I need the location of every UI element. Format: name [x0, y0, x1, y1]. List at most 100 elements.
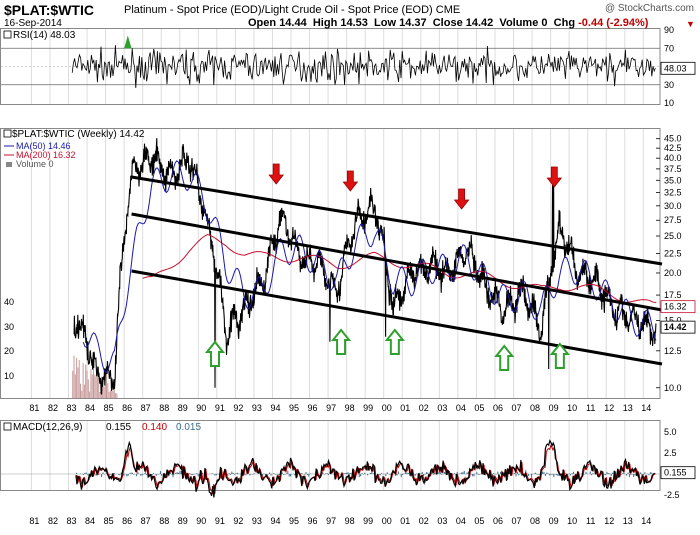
volume-bar — [79, 360, 80, 398]
macd-histogram-bar — [138, 473, 139, 474]
volume-bar — [97, 373, 98, 398]
x-tick-label: 03 — [437, 403, 447, 413]
macd-histogram-bar — [101, 474, 102, 477]
x-tick-label: 03 — [437, 516, 447, 526]
x-tick-label: 02 — [419, 516, 429, 526]
volume-label: Volume — [499, 17, 538, 29]
macd-histogram-bar — [126, 474, 127, 476]
macd-histogram-bar — [142, 474, 143, 475]
macd-histogram-bar — [444, 472, 445, 474]
x-tick-label: 84 — [85, 403, 95, 413]
macd-histogram-bar — [140, 474, 141, 476]
macd-histogram-bar — [86, 473, 87, 474]
volume-tick-label: 30 — [4, 322, 14, 332]
macd-histogram-bar — [534, 473, 535, 474]
macd-histogram-bar — [454, 473, 455, 474]
volume-bar — [116, 394, 117, 398]
x-tick-label: 14 — [641, 403, 651, 413]
price-tick-label: 27.5 — [664, 215, 682, 225]
x-tick-label: 96 — [308, 403, 318, 413]
x-tick-label: 94 — [270, 516, 280, 526]
chg-value: -0.44 (-2.94%) — [578, 17, 648, 29]
volume-bar — [111, 391, 112, 398]
rsi-tick-label: 10 — [664, 98, 674, 108]
macd-histogram-bar — [230, 474, 231, 475]
x-tick-label: 01 — [400, 516, 410, 526]
macd-histogram-bar — [308, 474, 309, 477]
macd-histogram-bar — [191, 474, 192, 475]
volume-tick-label: 20 — [4, 346, 14, 356]
macd-histogram-bar — [264, 473, 265, 474]
macd-histogram-bar — [590, 471, 591, 474]
price-tick-label: 12.5 — [664, 346, 682, 356]
macd-histogram-bar — [462, 472, 463, 474]
x-tick-label: 00 — [382, 516, 392, 526]
macd-histogram-bar — [474, 474, 475, 476]
macd-histogram-bar — [514, 473, 515, 474]
macd-histogram-bar — [402, 474, 403, 475]
macd-histogram-bar — [546, 473, 547, 474]
macd-histogram-bar — [607, 472, 608, 474]
macd-histogram-bar — [551, 474, 552, 475]
close-value: 14.42 — [466, 17, 494, 29]
macd-legend-value: 0.155 — [106, 422, 131, 433]
macd-histogram-bar — [304, 474, 305, 475]
macd-histogram-bar — [343, 473, 344, 474]
macd-histogram-bar — [461, 473, 462, 474]
macd-histogram-bar — [387, 472, 388, 474]
macd-histogram-bar — [516, 474, 517, 476]
volume-bar — [85, 364, 86, 398]
low-label: Low — [374, 17, 396, 29]
volume-tick-label: 10 — [4, 371, 14, 381]
macd-histogram-bar — [349, 473, 350, 474]
macd-histogram-bar — [464, 471, 465, 474]
volume-bar — [77, 368, 78, 398]
macd-legend-signal: 0.140 — [142, 422, 167, 433]
macd-histogram-bar — [626, 474, 627, 476]
macd-histogram-bar — [556, 474, 557, 475]
x-tick-label: 99 — [363, 403, 373, 413]
x-tick-label: 14 — [641, 516, 651, 526]
macd-histogram-bar — [553, 474, 554, 477]
volume-bar — [83, 363, 84, 398]
macd-histogram-bar — [408, 473, 409, 474]
macd-histogram-bar — [325, 473, 326, 474]
macd-histogram-bar — [285, 474, 286, 475]
macd-histogram-bar — [348, 472, 349, 474]
volume-bar — [110, 391, 111, 398]
macd-histogram-bar — [650, 472, 651, 474]
x-tick-label: 95 — [289, 516, 299, 526]
macd-histogram-bar — [531, 474, 532, 478]
x-tick-label: 82 — [48, 516, 58, 526]
price-tick-label: 10.0 — [664, 383, 682, 393]
macd-histogram-bar — [236, 473, 237, 474]
macd-histogram-bar — [397, 474, 398, 475]
volume-tick-label: 40 — [4, 297, 14, 307]
macd-histogram-bar — [439, 472, 440, 474]
macd-histogram-bar — [497, 472, 498, 474]
x-tick-label: 01 — [400, 403, 410, 413]
macd-histogram-bar — [80, 473, 81, 474]
price-tick-label: 30.0 — [664, 201, 682, 211]
macd-histogram-bar — [629, 474, 630, 477]
volume-bar — [81, 391, 82, 398]
macd-histogram-bar — [472, 474, 473, 476]
volume-bar — [109, 392, 110, 398]
x-tick-label: 93 — [252, 516, 262, 526]
price-tick-label: 17.5 — [664, 290, 682, 300]
x-tick-label: 04 — [456, 403, 466, 413]
macd-histogram-bar — [385, 474, 386, 476]
macd-histogram-bar — [196, 473, 197, 474]
macd-histogram-bar — [327, 473, 328, 474]
macd-histogram-bar — [250, 474, 251, 476]
rsi-value-tag-label: 48.03 — [664, 63, 687, 73]
macd-histogram-bar — [275, 474, 276, 475]
macd-histogram-bar — [145, 473, 146, 474]
x-tick-label: 86 — [122, 516, 132, 526]
macd-histogram-bar — [640, 472, 641, 474]
volume-value: 0 — [541, 17, 547, 29]
macd-legend-label: MACD(12,26,9) — [13, 422, 82, 433]
macd-histogram-bar — [542, 472, 543, 474]
macd-histogram-bar — [493, 473, 494, 474]
macd-histogram-bar — [373, 473, 374, 474]
